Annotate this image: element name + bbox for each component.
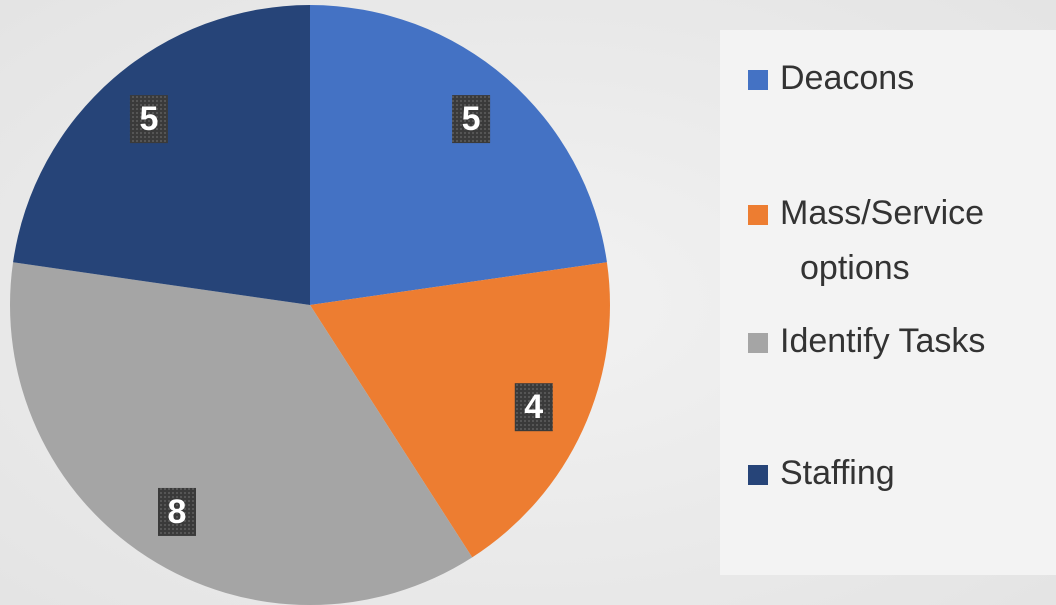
value-label-box <box>129 95 168 144</box>
pie-slice <box>9 262 473 605</box>
value-label: 5 <box>462 100 481 138</box>
value-label: 8 <box>168 493 187 531</box>
legend-label: Mass/Service options <box>780 194 984 287</box>
legend-label: Staffing <box>780 454 895 492</box>
pie: 5 4 8 5 <box>9 5 610 605</box>
legend: Deacons Mass/Service options Identify Tasks… <box>748 59 985 492</box>
value-label: 5 <box>139 100 158 138</box>
legend-label: Deacons <box>780 59 914 97</box>
pie-slice <box>13 5 311 305</box>
value-label-box <box>452 95 491 144</box>
legend-swatch <box>748 70 768 90</box>
legend-box <box>720 30 1056 575</box>
legend-label: Identify Tasks <box>780 322 985 360</box>
legend-swatch <box>748 465 768 485</box>
pie-slice <box>310 5 607 305</box>
value-label-box <box>158 487 197 536</box>
pie-slice <box>310 262 610 558</box>
value-label-box <box>514 383 553 432</box>
legend-swatch <box>748 205 768 225</box>
legend-swatch <box>748 333 768 353</box>
value-label: 4 <box>524 388 543 426</box>
